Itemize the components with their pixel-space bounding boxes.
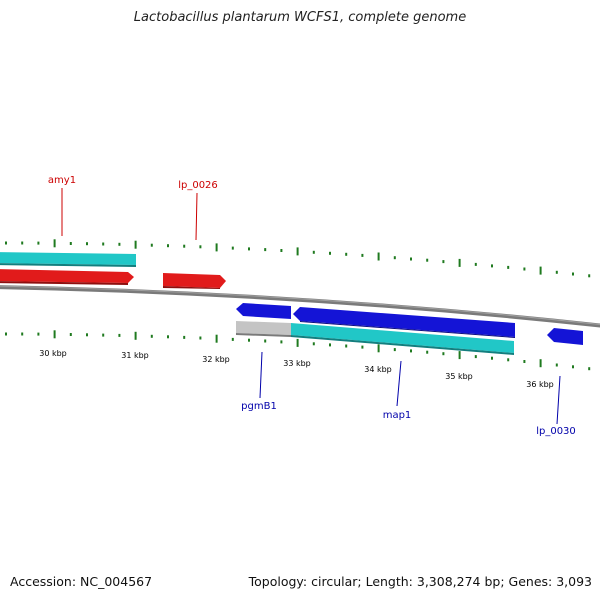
genome-backbone — [0, 285, 600, 328]
reverse-feature-blue-3[interactable] — [547, 328, 583, 345]
scale-label-34kbp: 34 kbp — [364, 365, 392, 374]
forward-feature-teal[interactable] — [0, 252, 136, 267]
scale-label-31kbp: 31 kbp — [121, 351, 149, 360]
scale-label-33kbp: 33 kbp — [283, 359, 311, 368]
scale-label-36kbp: 36 kbp — [526, 380, 554, 389]
leader-lp_0026 — [195, 192, 198, 241]
reverse-feature-blue-2[interactable] — [293, 307, 515, 338]
forward-feature-red-1[interactable] — [0, 269, 134, 285]
accession-text: Accession: NC_004567 — [10, 574, 153, 589]
scale-label-35kbp: 35 kbp — [445, 372, 473, 381]
reverse-feature-gray[interactable] — [236, 321, 291, 337]
leader-map1 — [396, 360, 402, 407]
leader-pgmB1 — [259, 351, 263, 399]
map-title: Lactobacillus plantarum WCFS1, complete … — [133, 10, 467, 25]
forward-feature-red-2[interactable] — [163, 273, 226, 289]
leader-lp_0030 — [556, 375, 561, 425]
reverse-feature-blue-1[interactable] — [236, 303, 291, 319]
feature-label-pgmB1: pgmB1 — [241, 401, 277, 412]
feature-label-lp_0030: lp_0030 — [536, 426, 576, 437]
scale-label-32kbp: 32 kbp — [202, 355, 230, 364]
feature-label-lp_0026: lp_0026 — [178, 180, 218, 191]
feature-label-map1: map1 — [383, 410, 412, 421]
genome-summary-text: Topology: circular; Length: 3,308,274 bp… — [248, 574, 592, 589]
feature-label-amy1: amy1 — [48, 175, 76, 186]
genome-backbone-highlight — [0, 285, 600, 325]
inner-tick-row — [5, 330, 591, 371]
scale-label-30kbp: 30 kbp — [39, 349, 67, 358]
outer-tick-row — [5, 239, 591, 278]
reverse-feature-teal[interactable] — [291, 323, 514, 355]
